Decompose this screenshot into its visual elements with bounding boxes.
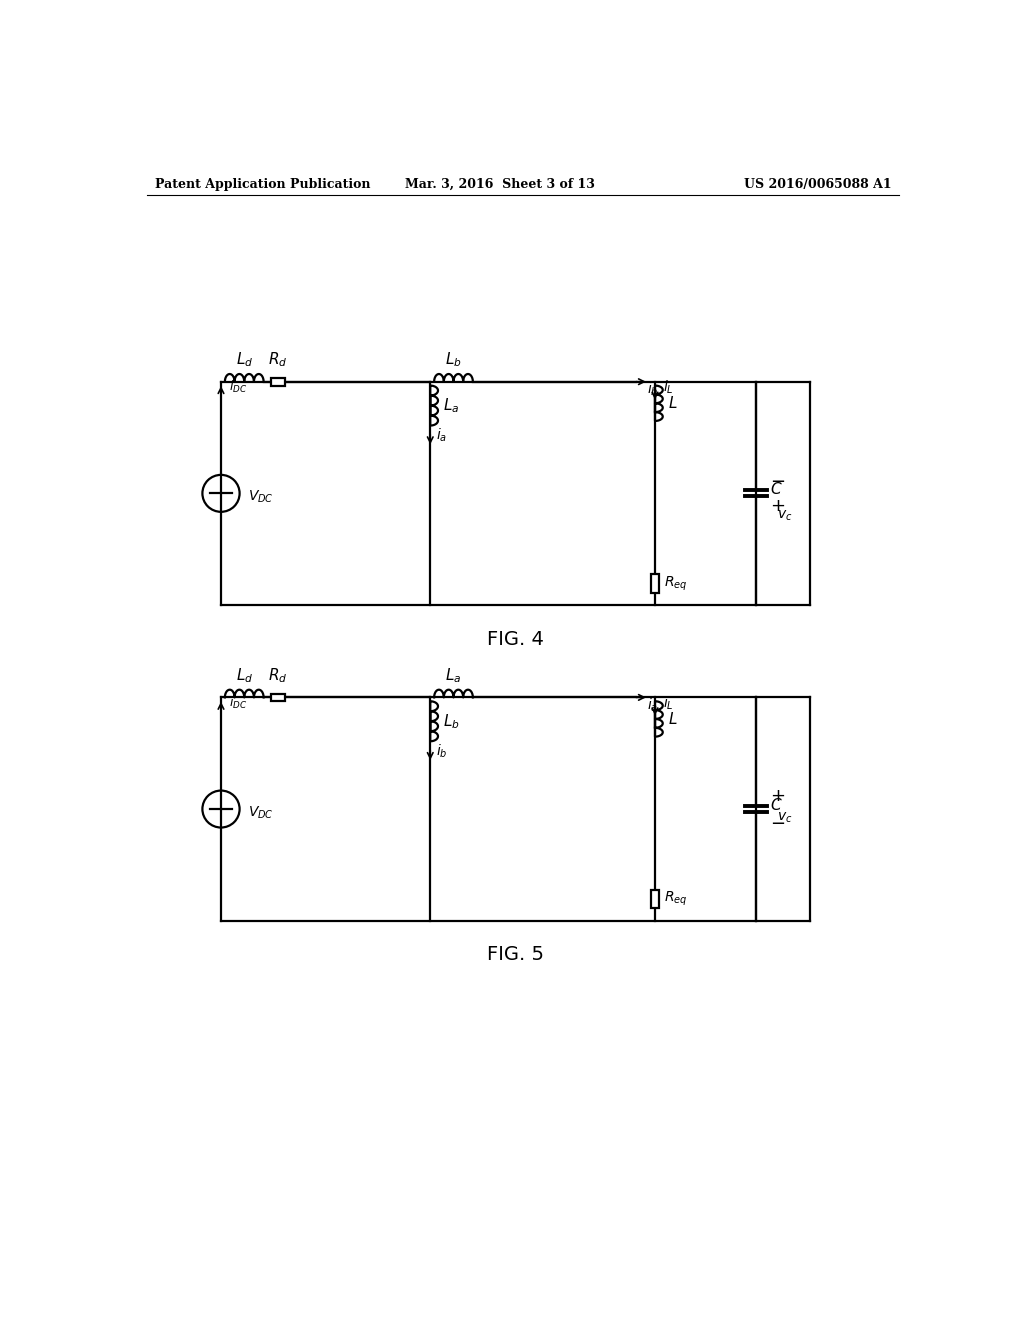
Text: $V_{DC}$: $V_{DC}$ xyxy=(248,488,273,506)
Text: $+$: $+$ xyxy=(770,498,784,515)
Text: $L_d$: $L_d$ xyxy=(236,667,253,685)
Text: $L_b$: $L_b$ xyxy=(443,711,460,731)
Text: $R_d$: $R_d$ xyxy=(268,667,288,685)
Text: $i_{DC}$: $i_{DC}$ xyxy=(228,694,247,710)
Text: $i_a$: $i_a$ xyxy=(647,697,658,714)
Text: $i_L$: $i_L$ xyxy=(663,694,674,711)
Text: $i_b$: $i_b$ xyxy=(647,381,658,399)
Text: $-$: $-$ xyxy=(770,813,784,832)
Text: $L_b$: $L_b$ xyxy=(445,351,462,370)
Bar xyxy=(270,378,285,385)
Text: US 2016/0065088 A1: US 2016/0065088 A1 xyxy=(743,178,891,190)
Text: $L_a$: $L_a$ xyxy=(445,667,462,685)
Text: $i_b$: $i_b$ xyxy=(436,742,449,759)
Text: $i_L$: $i_L$ xyxy=(663,379,674,396)
Text: $C$: $C$ xyxy=(770,797,782,813)
Text: FIG. 4: FIG. 4 xyxy=(487,630,544,648)
Text: $L_a$: $L_a$ xyxy=(443,396,460,414)
Bar xyxy=(270,693,285,701)
Text: $+$: $+$ xyxy=(770,787,784,805)
Text: $R_{eq}$: $R_{eq}$ xyxy=(665,574,688,593)
Text: $i_a$: $i_a$ xyxy=(436,426,447,444)
Text: $L$: $L$ xyxy=(669,711,678,727)
Text: Mar. 3, 2016  Sheet 3 of 13: Mar. 3, 2016 Sheet 3 of 13 xyxy=(406,178,595,190)
Text: $v_c$: $v_c$ xyxy=(777,810,793,825)
Text: $R_d$: $R_d$ xyxy=(268,351,288,370)
Text: $C$: $C$ xyxy=(770,482,782,498)
Bar xyxy=(651,574,658,593)
Text: $L_d$: $L_d$ xyxy=(236,351,253,370)
Text: $i_{DC}$: $i_{DC}$ xyxy=(228,379,247,395)
Text: Patent Application Publication: Patent Application Publication xyxy=(155,178,371,190)
Bar xyxy=(651,890,658,908)
Text: $R_{eq}$: $R_{eq}$ xyxy=(665,890,688,908)
Text: FIG. 5: FIG. 5 xyxy=(487,945,544,965)
Text: $L$: $L$ xyxy=(669,395,678,412)
Text: $V_{DC}$: $V_{DC}$ xyxy=(248,805,273,821)
Text: $v_c$: $v_c$ xyxy=(777,508,793,523)
Text: $-$: $-$ xyxy=(770,471,784,490)
